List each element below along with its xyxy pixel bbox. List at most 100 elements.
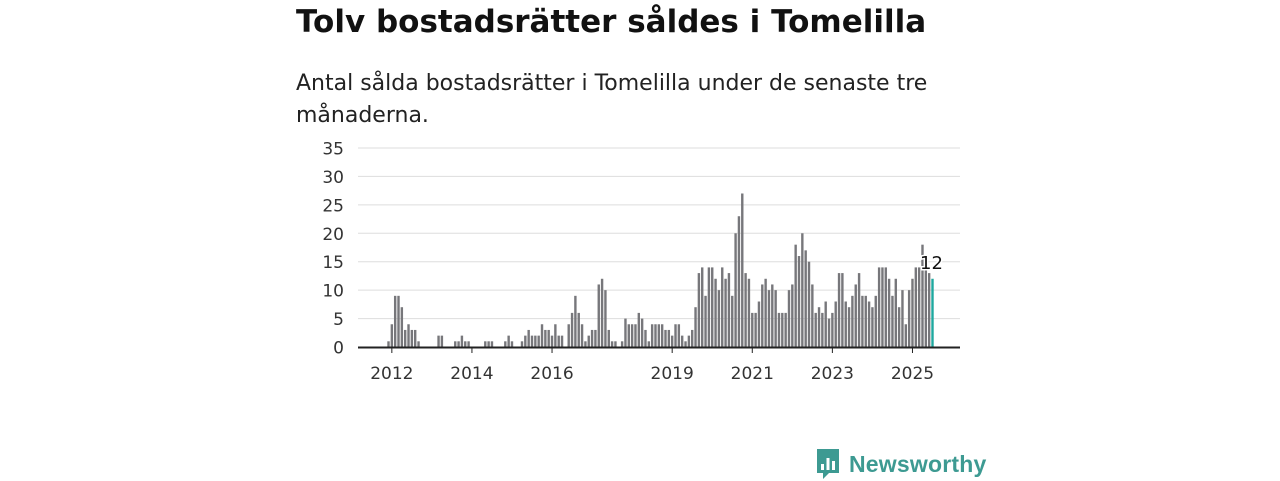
bar <box>410 329 414 347</box>
bar <box>650 324 654 347</box>
bar <box>457 341 460 347</box>
bar <box>524 335 527 347</box>
bar <box>767 290 771 347</box>
bar <box>797 256 801 347</box>
bar <box>530 335 534 347</box>
x-tick-label: 2016 <box>530 364 573 384</box>
y-tick-label: 20 <box>322 225 344 245</box>
bar <box>744 273 747 347</box>
bar <box>927 273 931 347</box>
bar <box>414 329 417 347</box>
bar <box>584 341 587 347</box>
bar <box>891 295 894 347</box>
grid-lines <box>358 147 960 320</box>
bar <box>580 324 584 347</box>
bar <box>841 273 844 347</box>
y-tick-label: 30 <box>322 168 344 188</box>
bar <box>804 250 807 347</box>
x-tick-label: 2012 <box>370 364 413 384</box>
bar <box>460 335 464 347</box>
bar <box>454 341 457 347</box>
bar <box>817 307 821 347</box>
bar <box>407 324 410 347</box>
bar <box>597 284 600 347</box>
bar <box>657 324 661 347</box>
bar <box>774 290 777 347</box>
bar <box>834 301 837 347</box>
bar <box>724 278 727 347</box>
bar <box>924 267 928 347</box>
bar <box>854 284 857 347</box>
bar <box>627 324 630 347</box>
bar <box>674 324 677 347</box>
x-tick-label: 2023 <box>811 364 854 384</box>
bar <box>610 341 614 347</box>
bar <box>734 233 737 347</box>
bar <box>567 324 570 347</box>
bar <box>684 341 687 347</box>
bar <box>717 290 721 347</box>
bar <box>707 267 711 347</box>
bar <box>844 301 847 347</box>
bar <box>691 329 694 347</box>
bar <box>857 273 861 347</box>
bar <box>824 301 827 347</box>
bar <box>807 261 811 347</box>
bar <box>587 335 590 347</box>
bar <box>821 312 824 347</box>
bar <box>794 244 797 347</box>
bar <box>751 312 754 347</box>
bar <box>864 295 867 347</box>
bar <box>534 335 537 347</box>
bar <box>510 341 514 347</box>
brand-name: Newsworthy <box>849 450 987 477</box>
y-tick-label: 0 <box>333 339 344 359</box>
bar <box>390 324 394 347</box>
bar <box>640 318 644 347</box>
bar <box>747 278 751 347</box>
bar <box>670 335 674 347</box>
x-tick-label: 2021 <box>731 364 774 384</box>
bar <box>781 312 784 347</box>
bar <box>861 295 864 347</box>
bar <box>594 329 597 347</box>
y-tick-label: 10 <box>322 282 344 302</box>
bar <box>400 307 404 347</box>
bar <box>537 335 540 347</box>
bar <box>484 341 487 347</box>
bar <box>654 324 657 347</box>
bar <box>630 324 634 347</box>
chart-subtitle: Antal sålda bostadsrätter i Tomelilla un… <box>296 71 928 128</box>
bar <box>560 335 564 347</box>
bar <box>901 290 904 347</box>
bar <box>467 341 470 347</box>
bar <box>620 341 624 347</box>
bar-highlight <box>931 278 934 347</box>
bar <box>897 307 901 347</box>
bar <box>614 341 617 347</box>
bar <box>490 341 494 347</box>
bar <box>881 267 884 347</box>
y-tick-label: 25 <box>322 196 344 216</box>
bar <box>664 329 667 347</box>
bar <box>607 329 610 347</box>
bar <box>437 335 440 347</box>
bar <box>831 312 834 347</box>
bar <box>677 324 681 347</box>
bar <box>704 295 707 347</box>
bar <box>680 335 684 347</box>
y-axis-tick-labels: 0 5 10 15 20 25 30 35 <box>322 140 344 359</box>
annotation: 12 <box>919 251 945 275</box>
bar <box>554 324 557 347</box>
bar <box>487 341 490 347</box>
bar <box>397 295 400 347</box>
bar <box>887 278 891 347</box>
bar <box>520 341 524 347</box>
bar <box>464 341 467 347</box>
bar <box>393 295 397 347</box>
x-tick-label: 2025 <box>891 364 934 384</box>
bar <box>757 301 761 347</box>
bar <box>714 278 717 347</box>
bar <box>727 273 731 347</box>
bar <box>914 267 918 347</box>
